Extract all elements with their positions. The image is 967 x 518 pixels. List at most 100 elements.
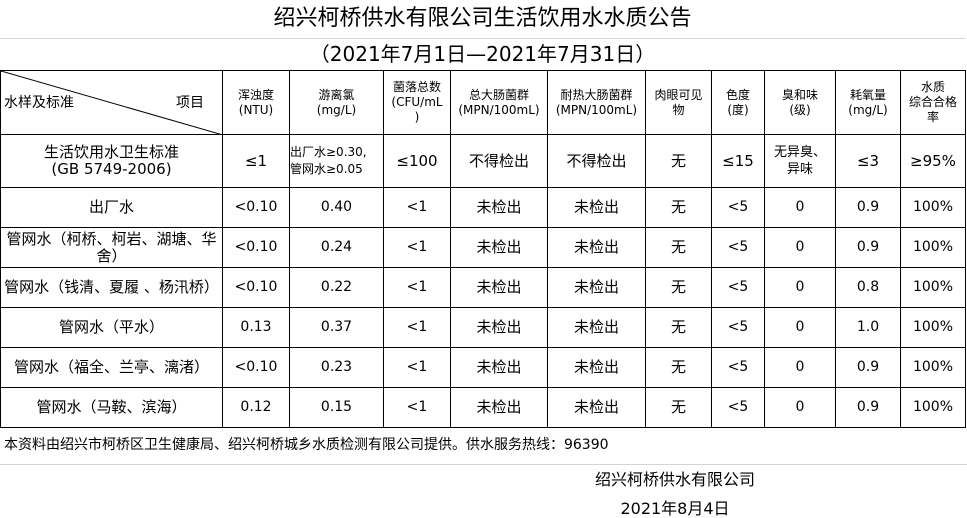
col-label: 项目 (176, 95, 204, 111)
result-value: <5 (711, 187, 765, 228)
result-value: 无 (645, 387, 712, 428)
standard-value: ≤15 (711, 134, 765, 188)
result-value: 无 (645, 267, 712, 308)
result-value: <1 (383, 307, 451, 348)
standard-value: ≥95% (900, 134, 966, 188)
result-value: 100% (900, 387, 966, 428)
result-value: 0.9 (835, 227, 901, 268)
result-value: 0.9 (835, 347, 901, 388)
result-value: 未检出 (547, 307, 646, 348)
result-value: 0 (764, 187, 836, 228)
result-value: 0.24 (289, 227, 384, 268)
result-value: 100% (900, 187, 966, 228)
standard-value: 无异臭、 异味 (764, 134, 836, 188)
result-value: <5 (711, 387, 765, 428)
result-value: 0 (764, 387, 836, 428)
result-value: <5 (711, 347, 765, 388)
source-note: 本资料由绍兴市柯桥区卫生健康局、绍兴柯桥城乡水质检测有限公司提供。供水服务热线：… (0, 427, 967, 465)
result-value: 0.8 (835, 267, 901, 308)
result-value: <1 (383, 267, 451, 308)
column-header: 臭和味 (级) (764, 70, 836, 135)
result-value: 未检出 (547, 227, 646, 268)
result-value: 未检出 (450, 267, 548, 308)
result-value: 0 (764, 227, 836, 268)
table-row: 管网水（马鞍、滨海） 0.12 0.15 <1 未检出 未检出无 <5 0 0.9 100% (0, 387, 966, 428)
footer-date: 2021年8月4日 (620, 499, 730, 518)
standard-row: 生活饮用水卫生标准 (GB 5749-2006) ≤1 出厂水≥0.30, 管网水≥0.… (0, 134, 966, 188)
result-value: 未检出 (450, 227, 548, 268)
standard-value: ≤100 (383, 134, 451, 188)
sample-name: 管网水（福全、兰亭、漓渚） (0, 347, 223, 388)
result-value: 0 (764, 347, 836, 388)
result-value: 未检出 (450, 387, 548, 428)
column-header: 肉眼可见物 (645, 70, 712, 135)
result-value: 100% (900, 347, 966, 388)
result-value: 0.9 (835, 387, 901, 428)
result-value: 100% (900, 307, 966, 348)
result-value: 100% (900, 267, 966, 308)
result-value: 0 (764, 307, 836, 348)
result-value: <1 (383, 387, 451, 428)
column-header: 总大肠菌群 (MPN/100mL) (450, 70, 548, 135)
sample-name: 管网水（柯桥、柯岩、湖塘、华舍） (0, 227, 223, 268)
table-row: 管网水（钱清、夏履 、杨汛桥） <0.10 0.22 <1 未检出 未检出无 <5 0 0.8 1… (0, 267, 966, 308)
result-value: <1 (383, 227, 451, 268)
sample-name: 管网水（钱清、夏履 、杨汛桥） (0, 267, 223, 308)
result-value: <1 (383, 187, 451, 228)
diagonal-header-cell: 水样及标准 项目 (0, 70, 223, 135)
result-value: 0 (764, 267, 836, 308)
table-row: 管网水（平水） 0.13 0.37 <1 未检出 未检出无 <5 0 1.0 100% (0, 307, 966, 348)
result-value: <5 (711, 307, 765, 348)
result-value: 无 (645, 347, 712, 388)
standard-value: ≤1 (222, 134, 290, 188)
column-header: 浑浊度 (NTU) (222, 70, 290, 135)
result-value: 无 (645, 227, 712, 268)
row-label: 水样及标准 (4, 95, 74, 111)
result-value: 0.37 (289, 307, 384, 348)
result-value: 无 (645, 307, 712, 348)
result-value: 无 (645, 187, 712, 228)
standard-value: 不得检出 (547, 134, 646, 188)
column-header: 色度 (度) (711, 70, 765, 135)
standard-name: 生活饮用水卫生标准 (GB 5749-2006) (0, 134, 223, 188)
result-value: 未检出 (450, 307, 548, 348)
result-value: 0.15 (289, 387, 384, 428)
result-value: 0.9 (835, 187, 901, 228)
column-header: 耐热大肠菌群 (MPN/100mL) (547, 70, 646, 135)
result-value: 未检出 (450, 187, 548, 228)
column-header: 水质 综合合格率 (900, 70, 966, 135)
sample-name: 出厂水 (0, 187, 223, 228)
result-value: <0.10 (222, 267, 290, 308)
result-value: 未检出 (547, 387, 646, 428)
diagonal-line (1, 71, 223, 135)
water-quality-table: 水样及标准 项目 浑浊度 (NTU) 游离氯 (mg/L) 菌落总数 (CFU/mL) 总大肠菌… (0, 70, 966, 428)
standard-value: ≤3 (835, 134, 901, 188)
result-value: 未检出 (547, 267, 646, 308)
result-value: 0.13 (222, 307, 290, 348)
standard-value: 出厂水≥0.30, 管网水≥0.05 (289, 134, 384, 188)
column-header: 耗氧量 (mg/L) (835, 70, 901, 135)
result-value: 1.0 (835, 307, 901, 348)
result-value: <0.10 (222, 227, 290, 268)
result-value: 未检出 (547, 187, 646, 228)
standard-value: 不得检出 (450, 134, 548, 188)
footer-company: 绍兴柯桥供水有限公司 (594, 470, 755, 489)
header-row: 水样及标准 项目 浑浊度 (NTU) 游离氯 (mg/L) 菌落总数 (CFU/mL) 总大肠菌… (0, 70, 966, 135)
table-row: 管网水（福全、兰亭、漓渚） <0.10 0.23 <1 未检出 未检出无 <5 0 0.9 100… (0, 347, 966, 388)
standard-value: 无 (645, 134, 712, 188)
table-row: 管网水（柯桥、柯岩、湖塘、华舍） <0.10 0.24 <1 未检出 未检出无 <5 0 0.9… (0, 227, 966, 268)
result-value: 未检出 (547, 347, 646, 388)
result-value: 100% (900, 227, 966, 268)
sample-name: 管网水（马鞍、滨海） (0, 387, 223, 428)
result-value: 0.23 (289, 347, 384, 388)
table-row: 出厂水 <0.10 0.40 <1 未检出 未检出无 <5 0 0.9 100% (0, 187, 966, 228)
result-value: <5 (711, 227, 765, 268)
notice-title: 绍兴柯桥供水有限公司生活饮用水水质公告 (0, 0, 965, 39)
result-value: <5 (711, 267, 765, 308)
result-value: <0.10 (222, 187, 290, 228)
sample-name: 管网水（平水） (0, 307, 223, 348)
column-header: 菌落总数 (CFU/mL) (383, 70, 451, 135)
result-value: <1 (383, 347, 451, 388)
result-value: 0.12 (222, 387, 290, 428)
